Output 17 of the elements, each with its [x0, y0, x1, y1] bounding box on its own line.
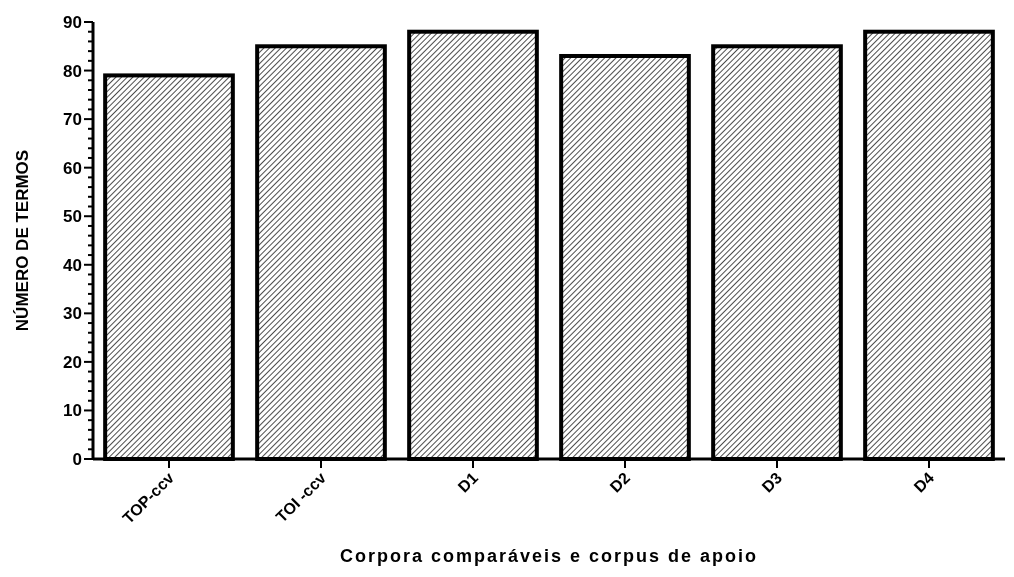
y-tick-label: 80 — [63, 61, 82, 81]
y-tick-label: 90 — [63, 12, 82, 32]
y-tick-label: 30 — [63, 304, 82, 324]
x-tick-label: D1 — [454, 469, 482, 496]
y-tick-label: 60 — [63, 158, 82, 178]
x-tick-label: D3 — [758, 469, 786, 496]
x-tick-label: D2 — [606, 469, 634, 496]
x-axis-title: Corpora comparáveis e corpus de apoio — [339, 546, 759, 566]
x-tick-label: D4 — [910, 469, 938, 496]
y-tick-label: 50 — [63, 207, 82, 227]
y-axis-title: NÚMERO DE TERMOS — [13, 149, 32, 332]
y-tick-label: 20 — [63, 352, 82, 372]
y-tick-label: 40 — [63, 255, 82, 275]
y-tick-label: 10 — [63, 401, 82, 421]
y-tick-label: 70 — [63, 110, 82, 130]
x-tick-label: TOI -ccv — [272, 469, 330, 526]
y-tick-label: 0 — [72, 449, 82, 469]
